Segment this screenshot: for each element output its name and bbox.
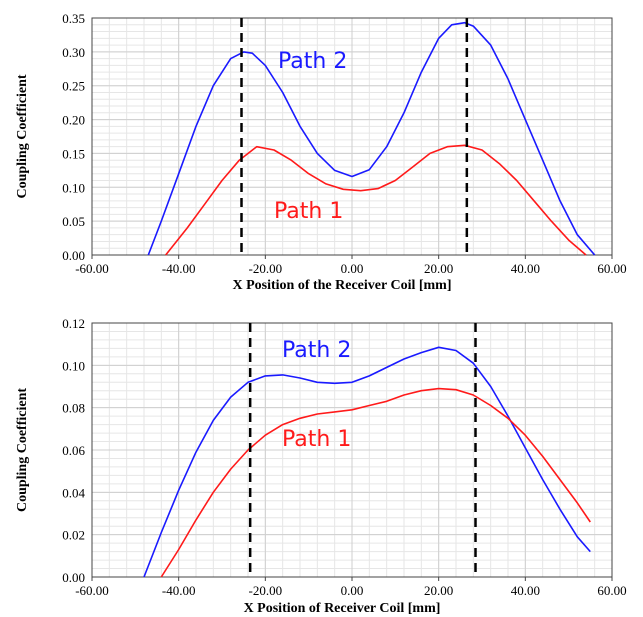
- y-tick-label: 0.35: [62, 11, 85, 26]
- x-tick-label: -20.00: [249, 261, 283, 276]
- y-tick-label: 0.04: [62, 485, 85, 500]
- y-tick-label: 0.25: [62, 79, 85, 94]
- x-axis-label: X Position of Receiver Coil [mm]: [244, 601, 441, 616]
- series-line-path-2: [143, 346, 591, 578]
- x-tick-label: 0.00: [341, 261, 364, 276]
- y-tick-label: 0.30: [62, 45, 85, 60]
- x-tick-label: 60.00: [597, 261, 626, 276]
- y-axis-label: Coupling Coefficient: [15, 74, 30, 198]
- y-tick-label: 0.00: [62, 248, 85, 263]
- series-line-path-1: [160, 387, 591, 578]
- x-axis-label: X Position of the Receiver Coil [mm]: [232, 278, 451, 293]
- x-tick-label: 20.00: [424, 583, 453, 598]
- annotation-path-1: Path 1: [274, 199, 343, 224]
- y-tick-label: 0.10: [62, 180, 85, 195]
- x-tick-label: 40.00: [511, 583, 540, 598]
- series-line-path-1: [165, 144, 587, 256]
- x-tick-label: -40.00: [162, 261, 196, 276]
- y-tick-label: 0.20: [62, 113, 85, 128]
- x-tick-label: -60.00: [75, 583, 109, 598]
- y-tick-label: 0.08: [62, 401, 85, 416]
- annotation-path-1: Path 1: [282, 427, 351, 452]
- series-line-path-2: [147, 21, 596, 256]
- top-chart: -60.00 -40.00 -20.00 0.00 20.00 40.00 60.00 0.0…: [15, 11, 627, 293]
- bottom-chart: -60.00 -40.00 -20.00 0.00 20.00 40.00 60.00 0.0…: [15, 316, 627, 616]
- y-tick-label: 0.02: [62, 528, 85, 543]
- y-tick-label: 0.10: [62, 358, 85, 373]
- x-tick-label: 20.00: [424, 261, 453, 276]
- x-tick-label: 40.00: [511, 261, 540, 276]
- y-tick-label: 0.05: [62, 214, 85, 229]
- x-tick-label: -60.00: [75, 261, 109, 276]
- y-tick-label: 0.12: [62, 316, 85, 331]
- y-tick-label: 0.06: [62, 443, 85, 458]
- annotation-path-2: Path 2: [282, 338, 351, 363]
- annotation-path-2: Path 2: [278, 49, 347, 74]
- x-tick-label: 60.00: [597, 583, 626, 598]
- y-tick-label: 0.00: [62, 570, 85, 585]
- x-tick-label: 0.00: [341, 583, 364, 598]
- y-axis-label: Coupling Coefficient: [15, 388, 30, 512]
- y-tick-label: 0.15: [62, 146, 85, 161]
- x-tick-label: -40.00: [162, 583, 196, 598]
- x-tick-label: -20.00: [249, 583, 283, 598]
